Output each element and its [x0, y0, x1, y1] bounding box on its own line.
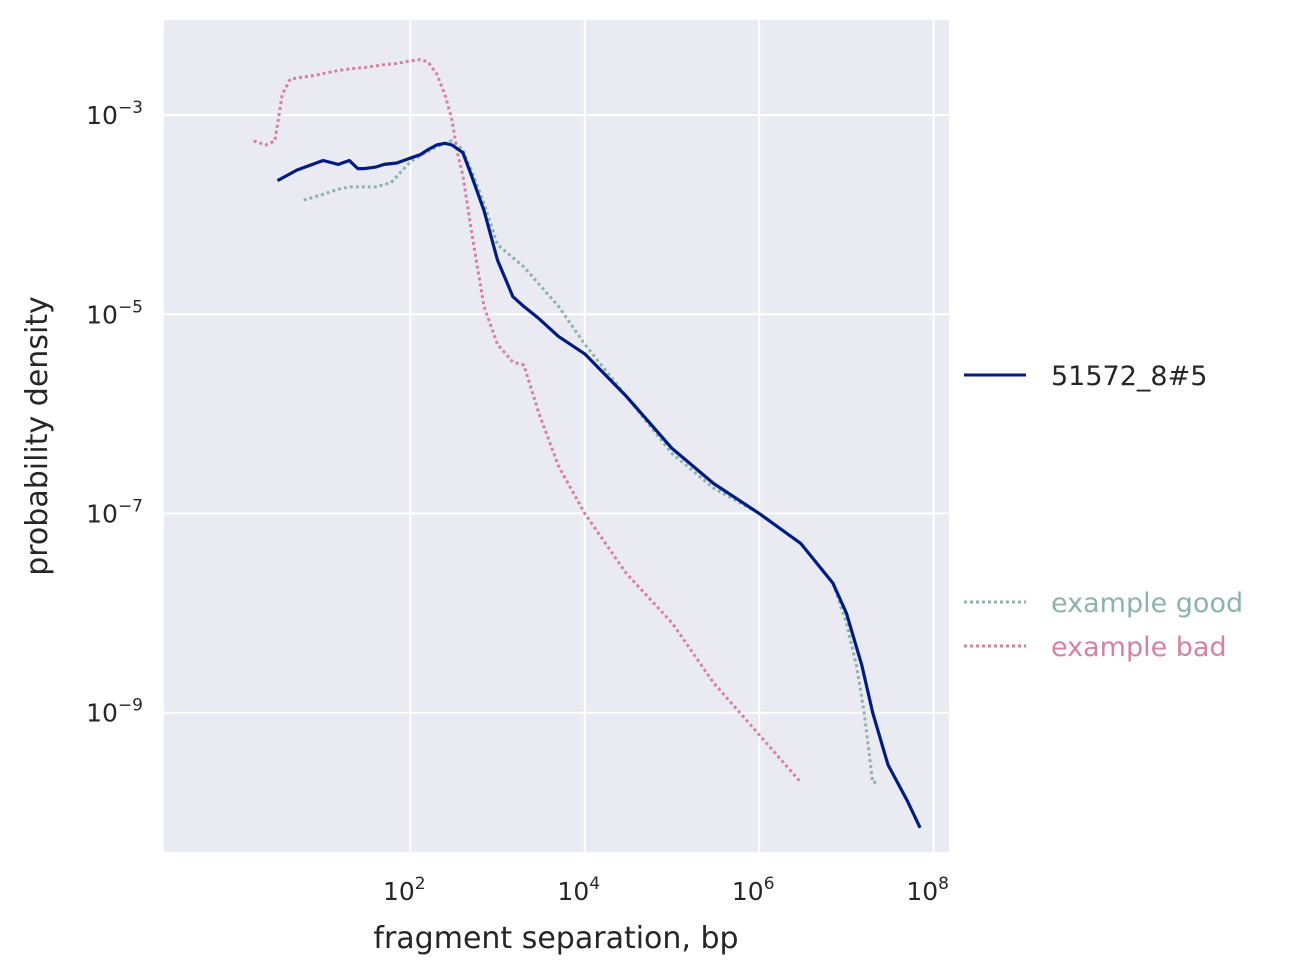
x-tick-label: 108 [906, 874, 949, 906]
legend-label: example bad [1051, 632, 1227, 663]
legend-label: example good [1051, 588, 1243, 619]
x-tick-label: 104 [557, 874, 600, 906]
y-axis-label: probability density [20, 296, 55, 576]
grid [164, 20, 949, 852]
y-tick-label: 10−3 [86, 98, 143, 130]
plot-background [164, 20, 949, 852]
series-layer [253, 58, 922, 829]
x-axis-label: fragment separation, bp [373, 921, 738, 956]
y-tick-label: 10−5 [86, 297, 143, 329]
legend-label: 51572_8#5 [1051, 361, 1207, 392]
series-line-example-bad [253, 58, 802, 784]
x-tick-labels: 102 104 106 108 [383, 874, 949, 906]
y-tick-label: 10−9 [86, 696, 143, 728]
series-line-51572-8-5 [276, 141, 922, 829]
y-tick-label: 10−7 [86, 497, 143, 529]
y-tick-labels: 10−3 10−5 10−7 10−9 [86, 98, 143, 728]
x-tick-label: 102 [383, 874, 426, 906]
x-tick-label: 106 [732, 874, 775, 906]
